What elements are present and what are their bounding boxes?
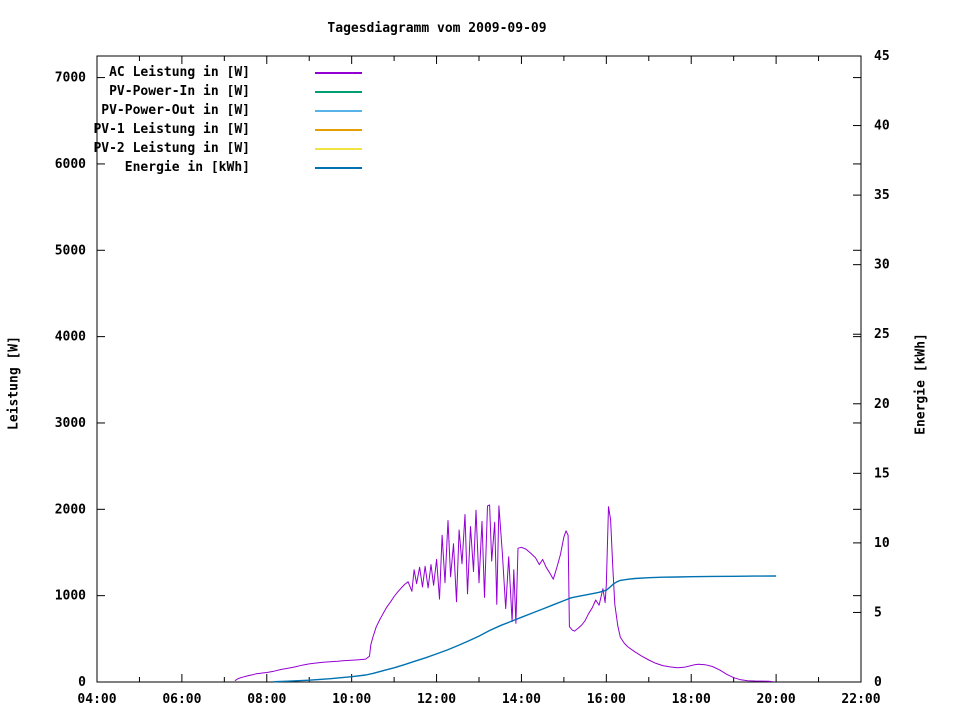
- legend-line-swatch: [315, 166, 362, 169]
- y-right-tick-label: 40: [874, 119, 890, 134]
- x-tick-label: 08:00: [247, 692, 286, 707]
- legend-item: PV-1 Leistung in [W]: [90, 120, 362, 139]
- y-left-tick-label: 3000: [55, 416, 86, 431]
- x-tick-label: 18:00: [672, 692, 711, 707]
- x-tick-label: 16:00: [587, 692, 626, 707]
- x-tick-label: 14:00: [502, 692, 541, 707]
- legend-label: PV-1 Leistung in [W]: [93, 122, 250, 137]
- y-right-tick-label: 30: [874, 258, 890, 273]
- y-right-tick-label: 25: [874, 327, 890, 342]
- legend-item: PV-Power-In in [W]: [90, 82, 362, 101]
- legend-line-swatch: [315, 128, 362, 131]
- legend-line-swatch: [315, 71, 362, 74]
- legend-label: PV-2 Leistung in [W]: [93, 141, 250, 156]
- y-left-tick-label: 5000: [55, 243, 86, 258]
- y-left-tick-label: 7000: [55, 71, 86, 86]
- series-line-ac-leistung-in-w-: [234, 504, 773, 683]
- y-left-tick-label: 1000: [55, 589, 86, 604]
- y-right-tick-label: 20: [874, 397, 890, 412]
- y-right-tick-label: 0: [874, 675, 882, 690]
- legend-label: AC Leistung in [W]: [109, 65, 250, 80]
- x-tick-label: 04:00: [77, 692, 116, 707]
- legend-label: Energie in [kWh]: [124, 160, 250, 175]
- y-left-tick-label: 2000: [55, 502, 86, 517]
- x-tick-label: 10:00: [332, 692, 371, 707]
- y-right-tick-label: 35: [874, 188, 890, 203]
- legend-line-swatch: [315, 90, 362, 93]
- x-tick-label: 06:00: [162, 692, 201, 707]
- legend-label: PV-Power-In in [W]: [109, 84, 250, 99]
- legend-line-swatch: [315, 147, 362, 150]
- x-tick-label: 20:00: [757, 692, 796, 707]
- chart-title: Tagesdiagramm vom 2009-09-09: [327, 21, 547, 36]
- series-line-energie-in-kwh-: [273, 575, 777, 683]
- y-right-tick-label: 45: [874, 49, 890, 64]
- y-right-tick-label: 5: [874, 605, 882, 620]
- legend-line-swatch: [315, 109, 362, 112]
- legend: AC Leistung in [W] PV-Power-In in [W] PV…: [90, 63, 362, 177]
- x-tick-label: 22:00: [841, 692, 880, 707]
- legend-item: PV-2 Leistung in [W]: [90, 139, 362, 158]
- legend-label: PV-Power-Out in [W]: [101, 103, 250, 118]
- legend-item: Energie in [kWh]: [90, 158, 362, 177]
- y-left-tick-label: 6000: [55, 157, 86, 172]
- y-right-tick-label: 15: [874, 466, 890, 481]
- legend-item: AC Leistung in [W]: [90, 63, 362, 82]
- y-right-tick-label: 10: [874, 536, 890, 551]
- y-left-tick-label: 4000: [55, 330, 86, 345]
- legend-item: PV-Power-Out in [W]: [90, 101, 362, 120]
- x-tick-label: 12:00: [417, 692, 456, 707]
- y-left-tick-label: 0: [78, 675, 86, 690]
